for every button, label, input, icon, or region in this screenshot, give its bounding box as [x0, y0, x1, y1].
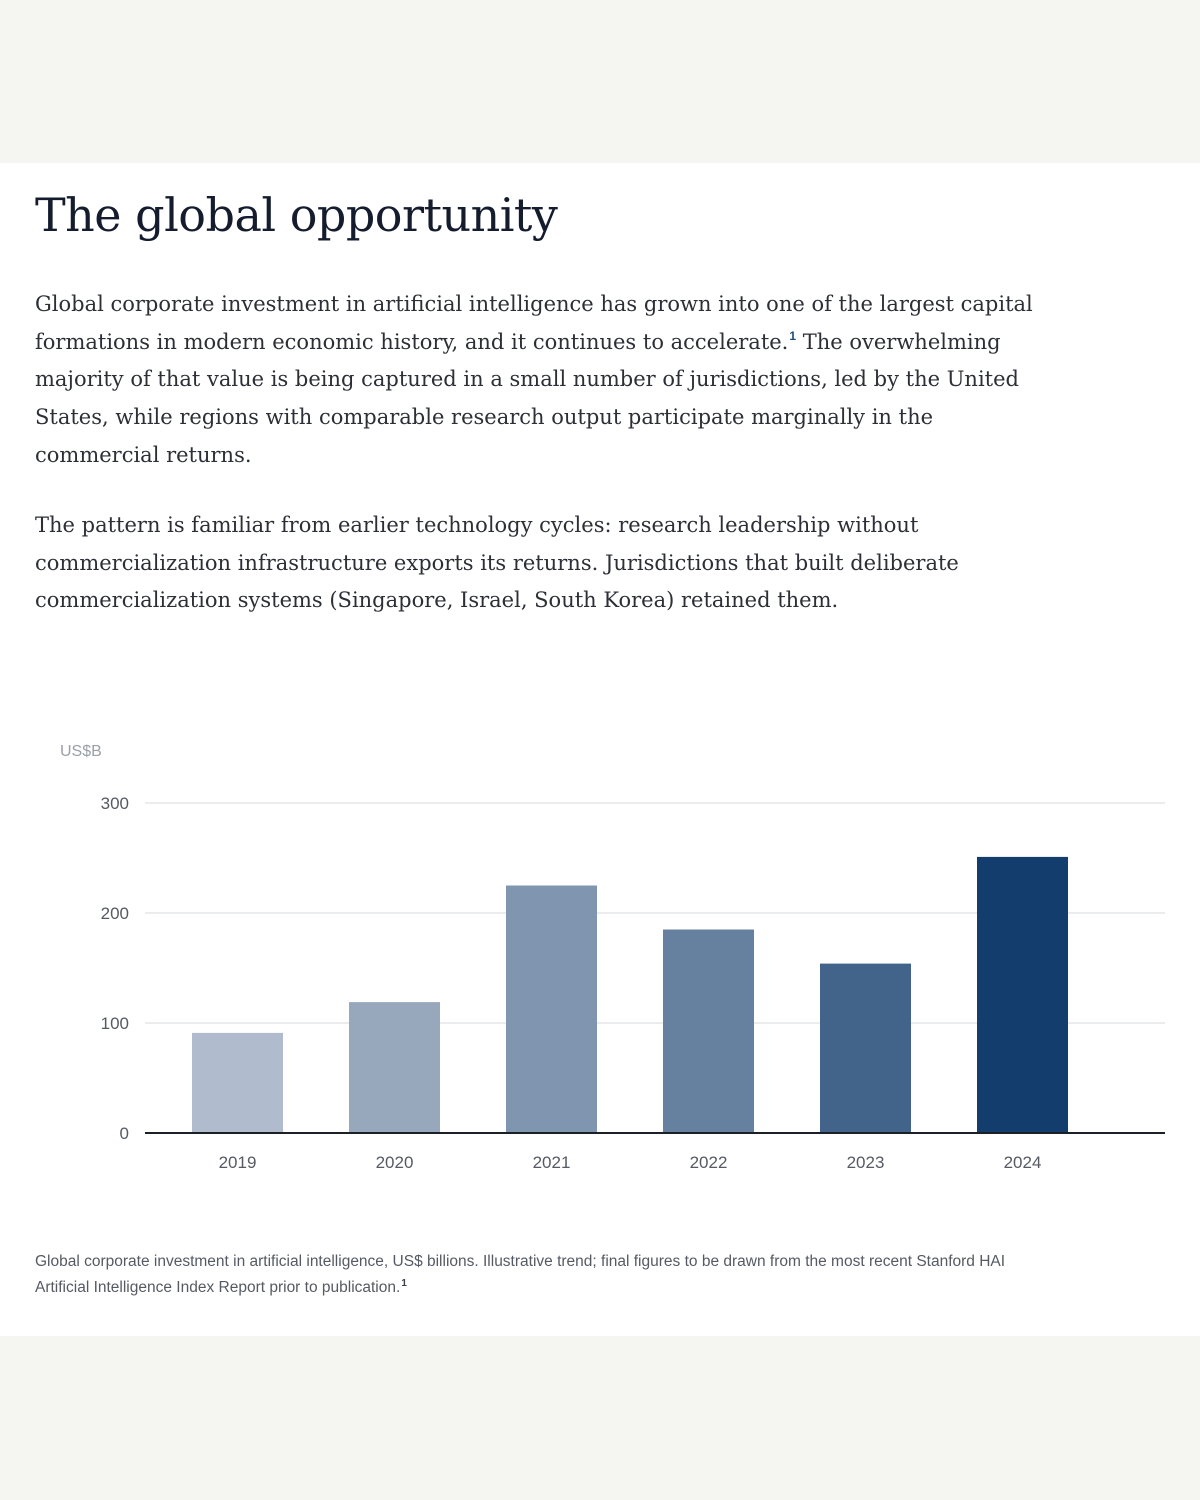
x-tick-label: 2024: [1004, 1153, 1042, 1172]
page-title: The global opportunity: [35, 188, 558, 242]
x-tick-label: 2020: [376, 1153, 414, 1172]
article-card: [0, 163, 1200, 1336]
bar-2021[interactable]: [506, 885, 597, 1134]
y-axis-ticks: 0 100 200 300: [101, 794, 129, 1143]
pattern-paragraph: The pattern is familiar from earlier tec…: [35, 513, 959, 613]
y-unit-label: US$B: [60, 743, 102, 760]
intro-text: Global corporate investment in artificia…: [35, 292, 1033, 354]
bar-2020[interactable]: [349, 1002, 440, 1133]
y-tick-label: 200: [101, 904, 129, 923]
x-tick-label: 2022: [690, 1153, 728, 1172]
x-tick-label: 2021: [533, 1153, 571, 1172]
caption-footnote-ref[interactable]: 1: [401, 1278, 407, 1289]
x-tick-label: 2023: [847, 1153, 885, 1172]
footnote-ref[interactable]: 1: [789, 328, 797, 343]
intro-paragraph: Global corporate investment in artificia…: [35, 286, 1035, 475]
x-tick-label: 2019: [219, 1153, 257, 1172]
x-axis-ticks: 2019 2020 2021 2022 2023 2024: [219, 1153, 1042, 1172]
bar-2019[interactable]: [192, 1032, 283, 1133]
bar-2022[interactable]: [663, 929, 754, 1134]
bar-2024[interactable]: [977, 856, 1068, 1133]
investment-bar-chart: US$B 0 100 200 300 2019 2020 2021 2022 2023 2024: [60, 743, 1165, 1172]
y-tick-label: 100: [101, 1014, 129, 1033]
caption-text: Global corporate investment in artificia…: [35, 1253, 1006, 1296]
y-tick-label: 300: [101, 794, 129, 813]
bar-2023[interactable]: [820, 963, 911, 1133]
chart-bars: [192, 856, 1068, 1134]
intro-text-continued: The overwhelming majority of that value …: [35, 329, 1019, 467]
y-tick-label: 0: [120, 1124, 129, 1143]
chart-caption: Global corporate investment in artificia…: [35, 1249, 1025, 1301]
